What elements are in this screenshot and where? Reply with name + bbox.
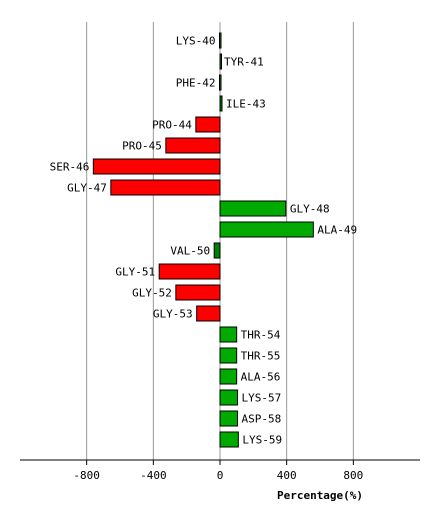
x-tick-label-0: -800	[73, 469, 100, 482]
bar-lys-40	[219, 32, 222, 49]
category-labels: LYS-40 TYR-41 PHE-42 ILE-43 PRO-44 PRO-45 SER-…	[50, 35, 358, 447]
category-label-thr-55: THR-55	[241, 350, 281, 363]
category-label-gly-51: GLY-51	[115, 266, 155, 279]
x-tick-label-4: 800	[343, 469, 363, 482]
bar-gly-53	[196, 305, 221, 322]
bar-ile-43	[219, 95, 223, 112]
grid-lines	[86, 22, 354, 460]
category-label-asp-58: ASP-58	[242, 413, 282, 426]
bar-ser-46	[92, 158, 221, 175]
category-label-gly-52: GLY-52	[132, 287, 172, 300]
bar-lys-59	[219, 431, 239, 448]
category-label-ala-56: ALA-56	[241, 371, 281, 384]
bar-gly-51	[158, 263, 221, 280]
category-label-gly-53: GLY-53	[153, 308, 193, 321]
bar-ala-49	[219, 221, 314, 238]
bar-thr-55	[219, 347, 238, 364]
category-label-gly-48: GLY-48	[290, 203, 330, 216]
category-label-ala-49: ALA-49	[317, 224, 357, 237]
category-label-val-50: VAL-50	[170, 245, 210, 258]
bar-gly-52	[175, 284, 221, 301]
bar-val-50	[213, 242, 221, 259]
bar-phe-42	[219, 74, 222, 91]
category-label-pro-45: PRO-45	[122, 140, 162, 153]
category-label-ile-43: ILE-43	[226, 98, 266, 111]
category-label-thr-54: THR-54	[241, 329, 281, 342]
x-tick-label-2: 0	[217, 469, 224, 482]
bar-pro-45	[165, 137, 221, 154]
x-tick-label-3: 400	[277, 469, 297, 482]
bars	[92, 32, 314, 448]
bar-gly-47	[110, 179, 221, 196]
bar-thr-54	[219, 326, 238, 343]
x-axis-title: Percentage(%)	[277, 489, 363, 502]
bar-lys-57	[219, 389, 238, 406]
category-label-lys-57: LYS-57	[242, 392, 282, 405]
bar-pro-44	[195, 116, 221, 133]
bar-gly-48	[219, 200, 287, 217]
category-label-tyr-41: TYR-41	[224, 56, 264, 69]
category-label-ser-46: SER-46	[50, 161, 90, 174]
x-tick-label-1: -400	[140, 469, 167, 482]
category-label-pro-44: PRO-44	[152, 119, 192, 132]
x-ticks: -800 -400 0 400 800	[73, 460, 363, 482]
category-label-lys-59: LYS-59	[242, 434, 282, 447]
bar-ala-56	[219, 368, 238, 385]
bar-tyr-41	[219, 53, 222, 70]
category-label-lys-40: LYS-40	[176, 35, 216, 48]
category-label-phe-42: PHE-42	[176, 77, 216, 90]
category-label-gly-47: GLY-47	[67, 182, 107, 195]
bar-asp-58	[219, 410, 238, 427]
